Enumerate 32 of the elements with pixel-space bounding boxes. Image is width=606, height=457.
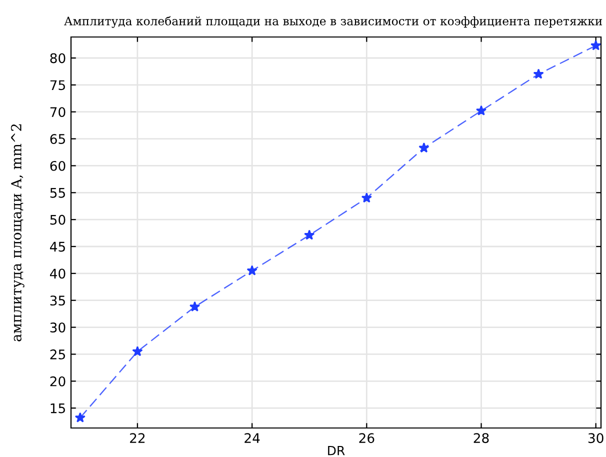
point — [246, 265, 258, 276]
y-tick-label: 55 — [50, 188, 65, 198]
y-tick-label: 60 — [50, 160, 66, 171]
point — [476, 105, 487, 116]
x-tick-label: 30 — [588, 433, 604, 444]
point — [304, 230, 315, 240]
y-tick-label: 35 — [50, 296, 65, 306]
y-tick-label: 40 — [50, 268, 66, 279]
chart-title: Амплитуда колебаний площади на выходе в зависимости от коэффициента перетяжки — [64, 16, 602, 28]
y-tick-label: 50 — [50, 214, 66, 225]
y-tick-label: 45 — [50, 242, 65, 252]
y-tick-label: 75 — [50, 80, 65, 90]
x-tick-label: 24 — [244, 433, 260, 443]
y-tick-label: 30 — [50, 322, 66, 332]
x-tick-label: 22 — [130, 433, 145, 443]
y-axis-title: амплитуда площади A, mm^2 — [10, 124, 24, 342]
x-axis-title: DR — [328, 446, 345, 456]
point — [418, 142, 430, 153]
x-tick-label: 28 — [474, 433, 489, 444]
x-tick-label: 26 — [359, 433, 374, 444]
y-tick-label: 25 — [50, 349, 65, 360]
point — [189, 301, 200, 312]
y-tick-label: 15 — [50, 403, 65, 414]
y-tick-label: 20 — [50, 376, 66, 386]
y-tick-label: 70 — [50, 107, 66, 118]
point — [590, 40, 601, 50]
point — [74, 412, 86, 422]
point — [361, 192, 372, 203]
y-tick-label: 80 — [50, 53, 66, 64]
y-tick-label: 65 — [50, 134, 65, 144]
point — [533, 68, 544, 79]
point — [132, 346, 143, 356]
